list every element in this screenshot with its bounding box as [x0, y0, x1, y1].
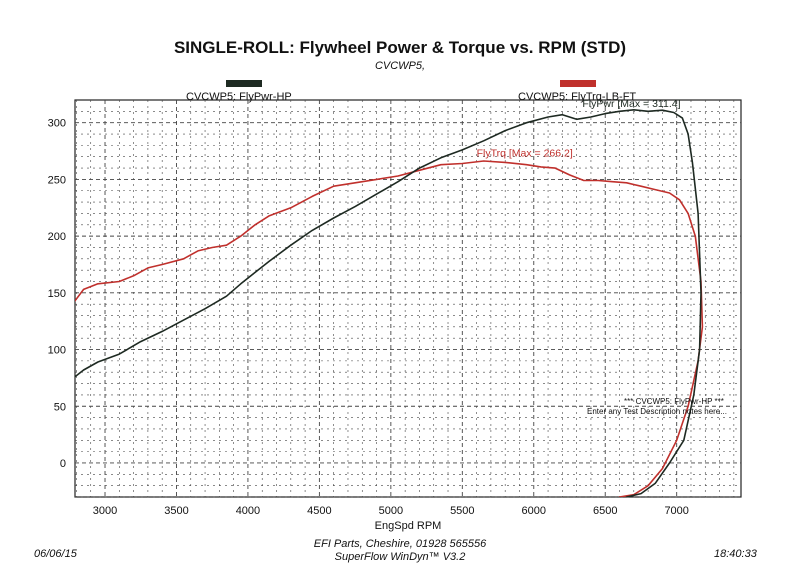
y-tick-label: 200 [48, 231, 66, 243]
footer-credits: EFI Parts, Cheshire, 01928 565556 SuperF… [0, 538, 800, 564]
y-tick-label: 50 [54, 401, 66, 413]
x-tick-label: 3000 [93, 505, 117, 517]
x-tick-label: 5000 [379, 505, 403, 517]
x-tick-label: 5500 [450, 505, 474, 517]
y-tick-label: 100 [48, 345, 66, 357]
y-tick-label: 150 [48, 288, 66, 300]
x-axis-label: EngSpd RPM [375, 520, 442, 532]
x-tick-label: 4500 [307, 505, 331, 517]
x-tick-label: 6000 [522, 505, 546, 517]
chart-subtitle: CVCWP5, [374, 60, 426, 72]
x-tick-label: 4000 [236, 505, 260, 517]
footer-date: 06/06/15 [34, 548, 77, 560]
footer-software: SuperFlow WinDyn™ V3.2 [334, 551, 466, 563]
y-tick-label: 300 [48, 118, 66, 130]
test-note-text: Enter any Test Description notes here... [587, 407, 727, 416]
chart-title: SINGLE-ROLL: Flywheel Power & Torque vs.… [173, 38, 627, 57]
torque-legend-swatch [560, 80, 596, 87]
plot-frame [74, 99, 742, 498]
power-legend-swatch [226, 80, 262, 87]
x-tick-label: 6500 [593, 505, 617, 517]
power-max-annotation: FlyPwr [Max = 311.4] [582, 98, 680, 110]
series-line-torque [75, 160, 704, 497]
footer-time: 18:40:33 [714, 548, 757, 560]
y-tick-label: 0 [60, 458, 66, 470]
torque-max-annotation: FlyTrq [Max = 266.2] [477, 148, 573, 160]
test-note-header: *** CVCWP5: FlyPwr-HP *** [624, 397, 724, 406]
series-line-power [75, 109, 702, 497]
y-tick-label: 250 [48, 174, 66, 186]
x-tick-label: 3500 [164, 505, 188, 517]
x-tick-label: 7000 [664, 505, 688, 517]
footer-company: EFI Parts, Cheshire, 01928 565556 [313, 538, 487, 550]
